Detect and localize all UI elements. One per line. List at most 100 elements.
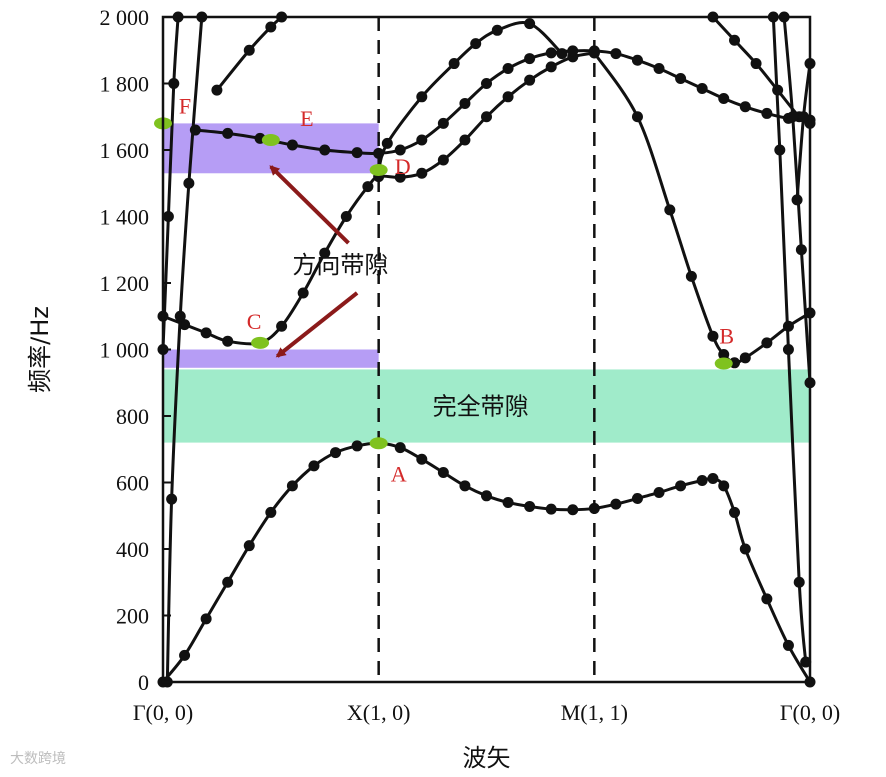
band-point-2-20 xyxy=(675,73,687,85)
band-point-2-15 xyxy=(567,45,579,57)
band-point-0-17 xyxy=(524,500,536,512)
band-point-0-23 xyxy=(653,486,665,498)
critical-point-label-A: A xyxy=(391,461,407,486)
band-point-7-0 xyxy=(588,47,600,59)
band-point-2-10 xyxy=(459,97,471,109)
y-tick-label-7: 1 400 xyxy=(100,205,150,230)
y-axis-title: 频率/Hz xyxy=(26,306,54,393)
x-tick-label-0: Γ(0, 0) xyxy=(133,700,193,725)
band-point-1-8 xyxy=(340,211,352,222)
band-point-11-0 xyxy=(791,194,803,206)
band-point-0-14 xyxy=(459,480,471,492)
band-point-0-30 xyxy=(761,593,773,605)
critical-point-label-E: E xyxy=(300,106,313,131)
band-curve-4 xyxy=(165,16,204,683)
band-point-7-2 xyxy=(664,204,676,216)
band-point-2-3 xyxy=(286,139,298,151)
band-point-0-20 xyxy=(588,502,600,514)
band-point-1-2 xyxy=(200,327,212,339)
band-point-8-1 xyxy=(729,34,741,46)
band-point-0-11 xyxy=(394,442,406,454)
band-point-3-2 xyxy=(168,78,180,89)
critical-point-E xyxy=(261,134,280,147)
band-point-2-12 xyxy=(502,63,514,75)
critical-point-B xyxy=(714,357,733,370)
band-point-1-6 xyxy=(297,287,309,299)
band-point-0-7 xyxy=(308,460,320,472)
band-point-0-6 xyxy=(286,480,298,492)
band-point-0-22 xyxy=(631,492,643,504)
band-point-0-16 xyxy=(502,496,514,508)
y-tick-label-10: 2 000 xyxy=(100,5,150,30)
band-point-1-14 xyxy=(459,134,471,146)
band-point-7-5 xyxy=(718,348,730,360)
vlines-layer xyxy=(377,17,596,682)
y-tick-label-1: 200 xyxy=(116,604,149,629)
band-point-0-31 xyxy=(782,639,794,651)
band-point-1-13 xyxy=(437,154,449,166)
x-axis: Γ(0, 0) X(1, 0) M(1, 1) Γ(0, 0) xyxy=(133,700,840,725)
band-point-0-19 xyxy=(567,504,579,516)
band-point-1-3 xyxy=(222,335,234,347)
gap-band-2 xyxy=(163,349,379,368)
band-point-10-4 xyxy=(800,656,812,668)
band-point-2-24 xyxy=(761,107,773,119)
y-tick-label-6: 1 200 xyxy=(100,271,150,296)
band-point-2-7 xyxy=(394,144,406,156)
band-point-5-1 xyxy=(243,44,255,56)
band-point-0-29 xyxy=(739,543,751,555)
band-point-0-9 xyxy=(351,440,363,452)
direction-gap-arrow-upper xyxy=(269,165,350,245)
critical-point-D xyxy=(369,163,388,176)
critical-point-C xyxy=(251,336,270,349)
band-point-0-24 xyxy=(675,480,687,492)
band-point-9-2 xyxy=(795,244,807,256)
band-point-6-2 xyxy=(416,91,428,103)
y-tick-label-5: 1 000 xyxy=(100,338,150,363)
band-point-0-13 xyxy=(437,467,449,479)
band-point-0-26 xyxy=(707,473,719,485)
band-point-10-1 xyxy=(774,144,786,156)
band-point-5-0 xyxy=(211,84,223,96)
band-point-6-7 xyxy=(556,48,568,60)
critical-point-label-C: C xyxy=(247,309,262,334)
y-tick-label-0: 0 xyxy=(138,670,149,695)
band-point-0-25 xyxy=(696,475,708,487)
band-point-11-1 xyxy=(798,111,810,123)
band-curve-8 xyxy=(711,15,811,125)
band-point-1-15 xyxy=(481,111,492,123)
band-point-2-1 xyxy=(222,127,234,139)
band-point-0-1 xyxy=(179,649,191,661)
y-tick-label-2: 400 xyxy=(116,537,149,562)
x-axis-title: 波矢 xyxy=(463,744,511,772)
critical-point-label-B: B xyxy=(719,323,734,348)
gap-band-0 xyxy=(163,369,810,443)
band-point-6-3 xyxy=(448,58,460,70)
x-tick-label-3: Γ(0, 0) xyxy=(780,700,840,725)
band-point-2-13 xyxy=(524,53,536,65)
band-point-2-22 xyxy=(718,92,730,104)
band-point-1-18 xyxy=(545,61,557,73)
bands-layer xyxy=(163,123,810,443)
band-point-7-8 xyxy=(761,337,773,349)
band-point-1-17 xyxy=(524,74,536,86)
band-point-1-16 xyxy=(502,91,514,103)
watermark: 大数跨境 xyxy=(10,751,66,767)
band-point-10-2 xyxy=(782,344,794,355)
band-point-2-14 xyxy=(545,47,557,59)
direction-gap-label: 方向带隙 xyxy=(292,251,388,279)
full-gap-label: 完全带隙 xyxy=(433,392,529,420)
band-point-1-12 xyxy=(416,167,428,179)
band-point-1-7 xyxy=(319,247,331,259)
band-point-0-8 xyxy=(330,447,342,459)
band-point-4-3 xyxy=(183,177,195,189)
critical-point-label-F: F xyxy=(179,93,191,118)
band-point-4-2 xyxy=(174,310,186,322)
band-point-0-28 xyxy=(729,506,741,518)
band-point-6-5 xyxy=(491,24,503,36)
band-point-0-12 xyxy=(416,453,428,465)
band-point-7-7 xyxy=(739,352,751,364)
band-point-4-1 xyxy=(166,493,178,505)
band-point-7-4 xyxy=(707,330,719,342)
